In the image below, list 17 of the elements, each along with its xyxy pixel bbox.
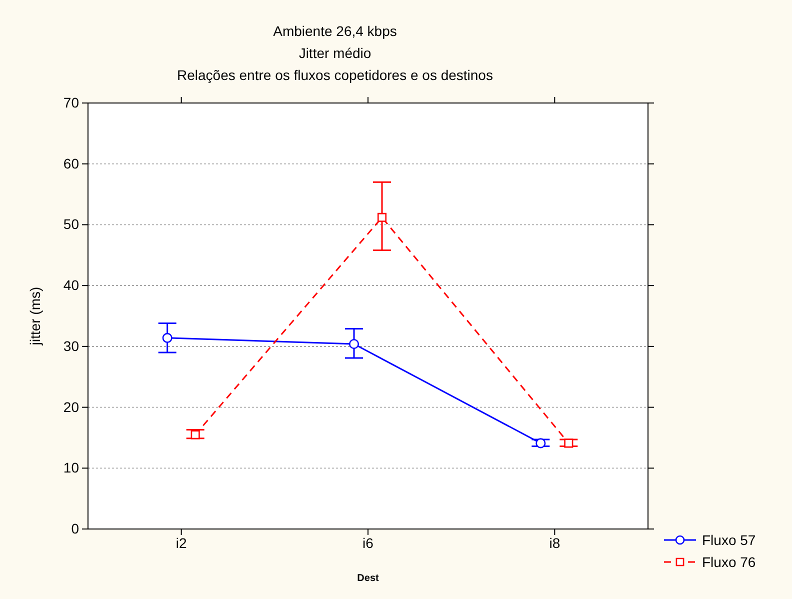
y-tick-label: 30: [63, 338, 80, 354]
y-tick-label: 20: [63, 398, 80, 415]
y-tick-label: 40: [63, 277, 80, 294]
x-tick-label: i2: [176, 534, 187, 551]
y-axis-title: jitter (ms): [27, 286, 43, 346]
y-tick-label: 50: [63, 216, 80, 232]
x-axis-title: Dest: [357, 573, 380, 584]
legend-label: Fluxo 76: [702, 554, 756, 570]
y-tick-label: 70: [63, 94, 80, 110]
y-tick-label: 10: [63, 460, 80, 476]
x-tick-label: i6: [362, 534, 374, 551]
y-tick-label: 60: [63, 155, 80, 172]
x-tick-label: i8: [549, 534, 560, 551]
y-tick-label: 0: [71, 520, 80, 536]
chart-title: Ambiente 26,4 kbps: [273, 23, 397, 39]
chart-subtitle: Jitter médio Relações entre os fluxos copetidores e os destinos: [177, 45, 493, 83]
legend-label: Fluxo 57: [702, 532, 756, 548]
